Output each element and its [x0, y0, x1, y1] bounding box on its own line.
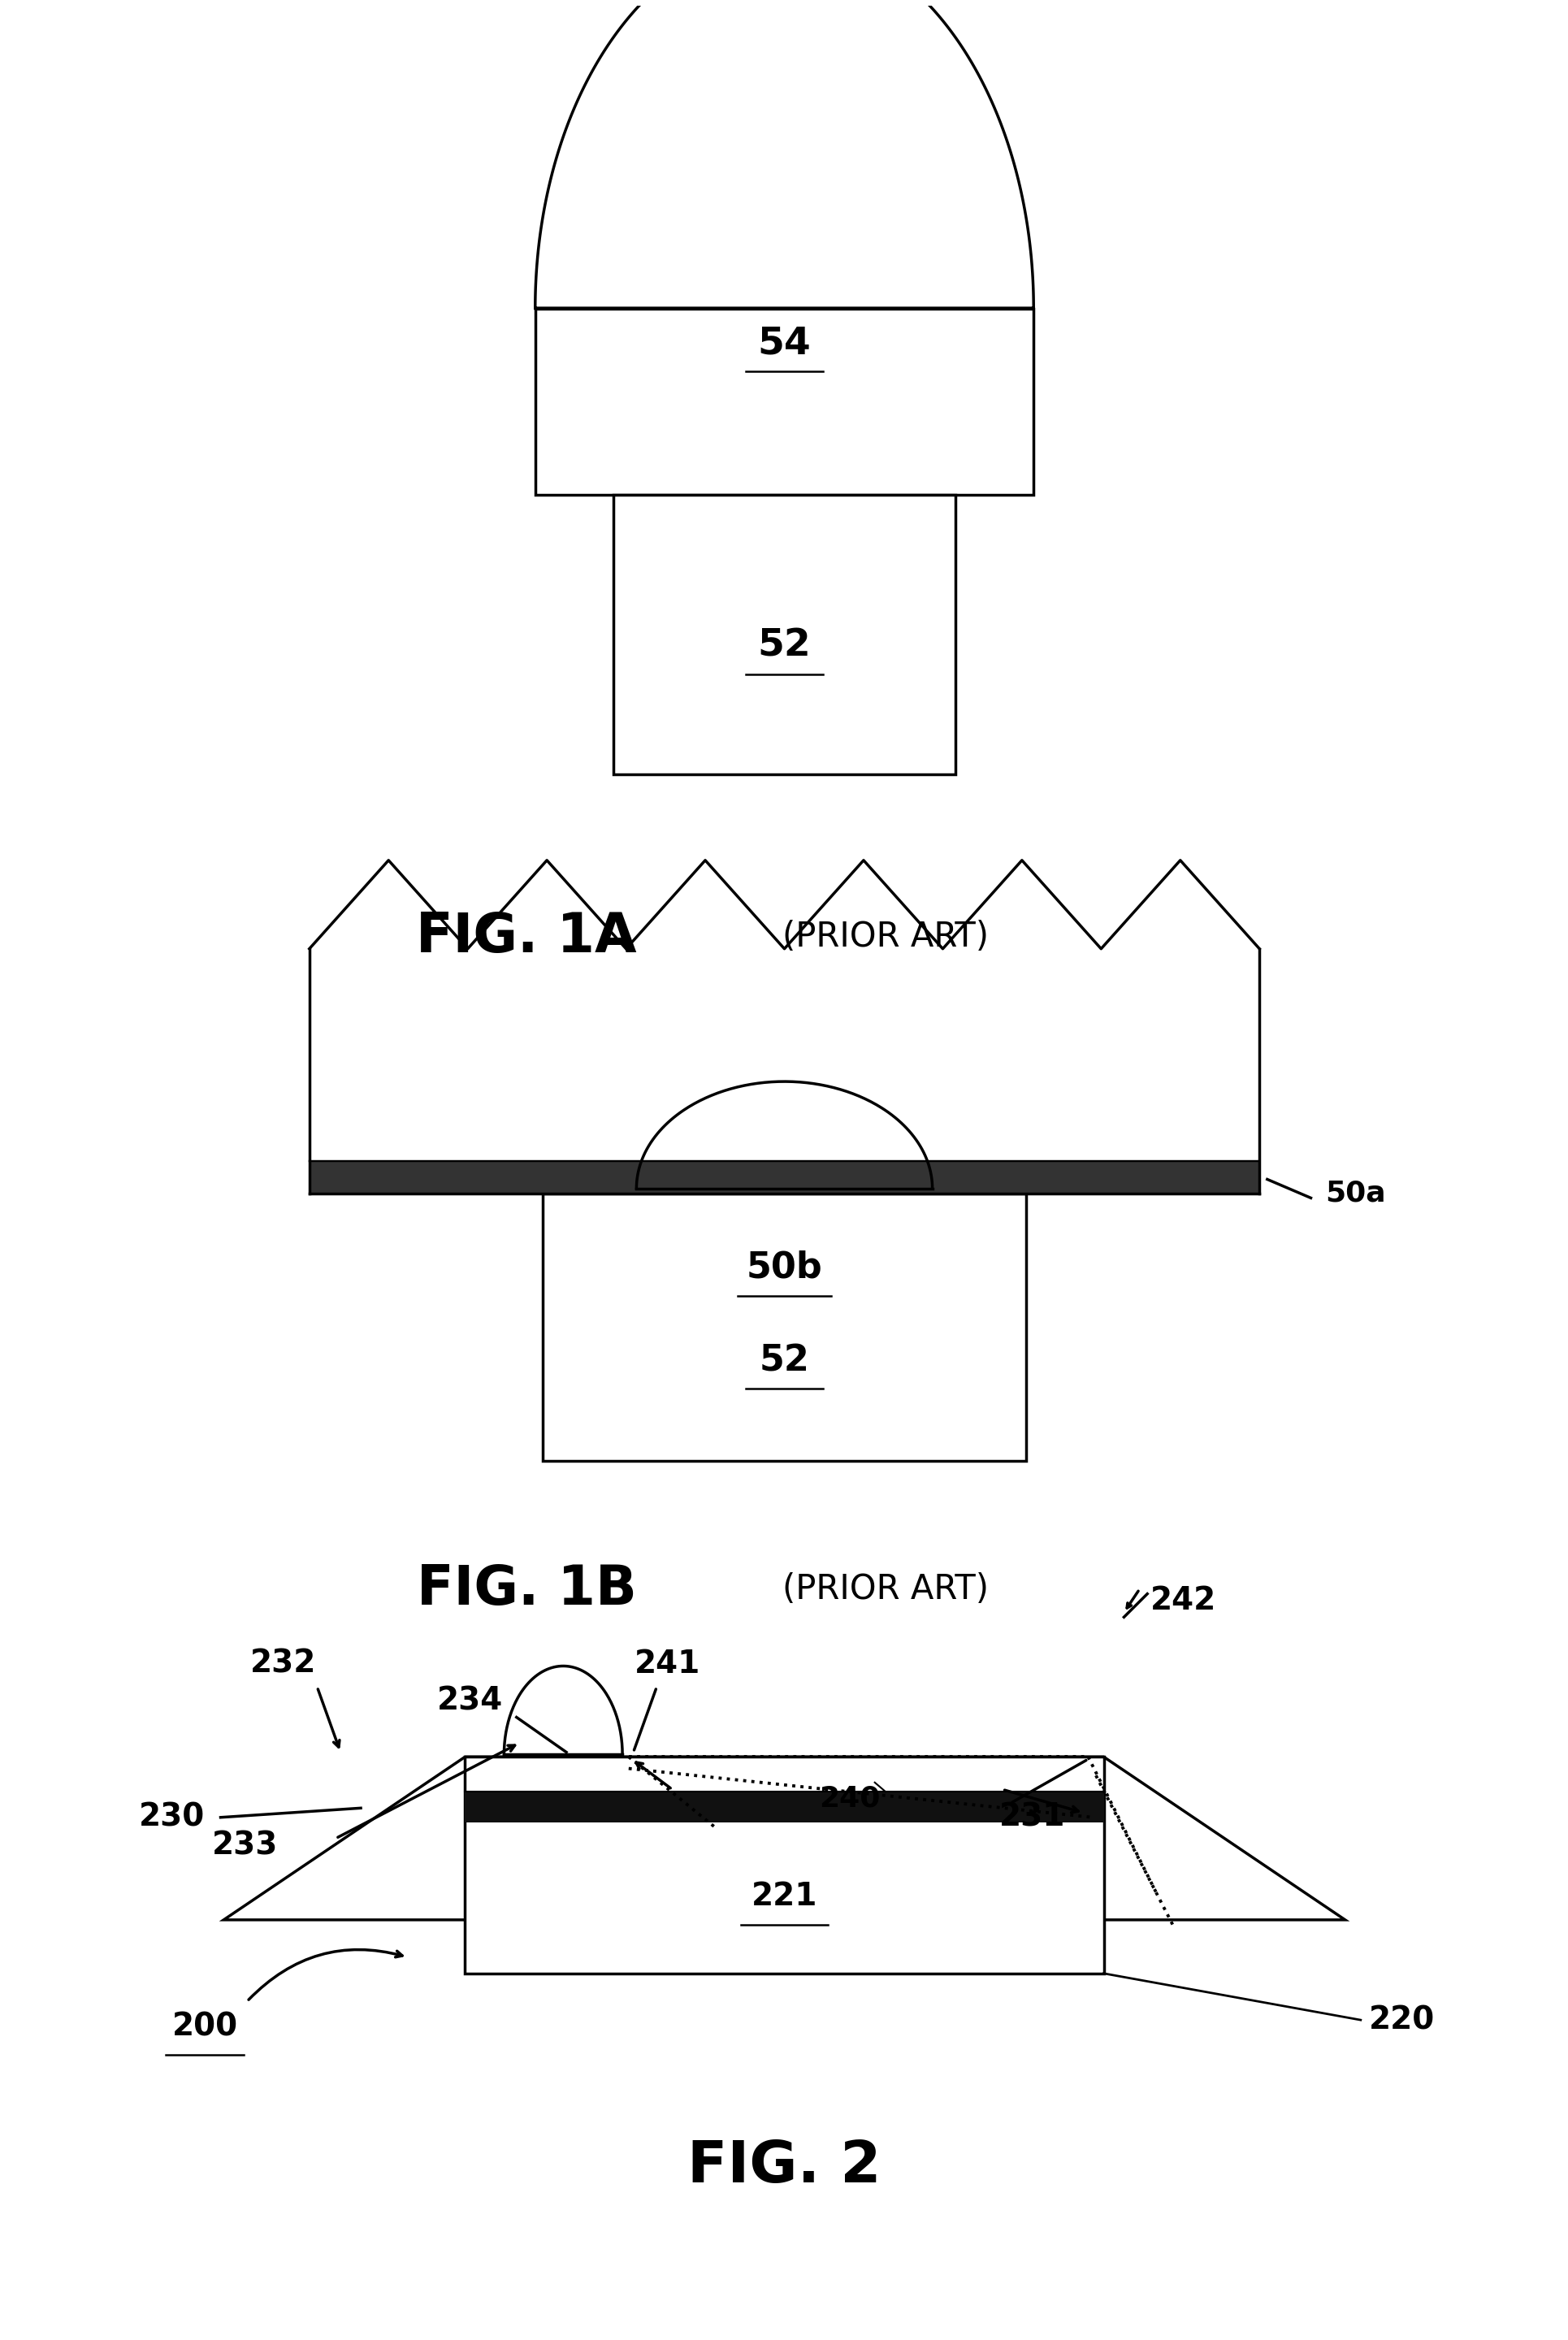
Text: 241: 241 [635, 1647, 701, 1680]
Text: 50a: 50a [1325, 1179, 1385, 1207]
Polygon shape [224, 1757, 1344, 1919]
Text: 52: 52 [757, 627, 811, 665]
Text: 221: 221 [751, 1881, 817, 1912]
Text: 50b: 50b [746, 1250, 822, 1285]
Polygon shape [535, 0, 1033, 309]
Text: 200: 200 [172, 2012, 238, 2043]
Text: 52: 52 [759, 1343, 809, 1378]
Text: FIG. 1B: FIG. 1B [416, 1563, 637, 1617]
Bar [543, 1193, 1025, 1460]
Text: FIG. 2: FIG. 2 [687, 2139, 881, 2195]
Bar [309, 1161, 1259, 1193]
Bar [613, 494, 955, 775]
Text: 231: 231 [999, 1802, 1065, 1832]
Text: 230: 230 [140, 1802, 205, 1832]
Text: 220: 220 [1367, 2005, 1433, 2036]
Bar [464, 1757, 1104, 1973]
Text: 233: 233 [212, 1830, 278, 1860]
Text: 234: 234 [436, 1685, 502, 1715]
Bar [309, 948, 1259, 1193]
Text: FIG. 1A: FIG. 1A [416, 910, 637, 964]
Text: (PRIOR ART): (PRIOR ART) [782, 1572, 988, 1605]
Text: 54: 54 [757, 325, 811, 363]
Text: 240: 240 [818, 1785, 880, 1814]
Bar [464, 1792, 1104, 1823]
Bar [535, 309, 1033, 494]
Text: (PRIOR ART): (PRIOR ART) [782, 920, 988, 955]
Text: 242: 242 [1149, 1587, 1215, 1617]
Text: 232: 232 [249, 1647, 315, 1680]
